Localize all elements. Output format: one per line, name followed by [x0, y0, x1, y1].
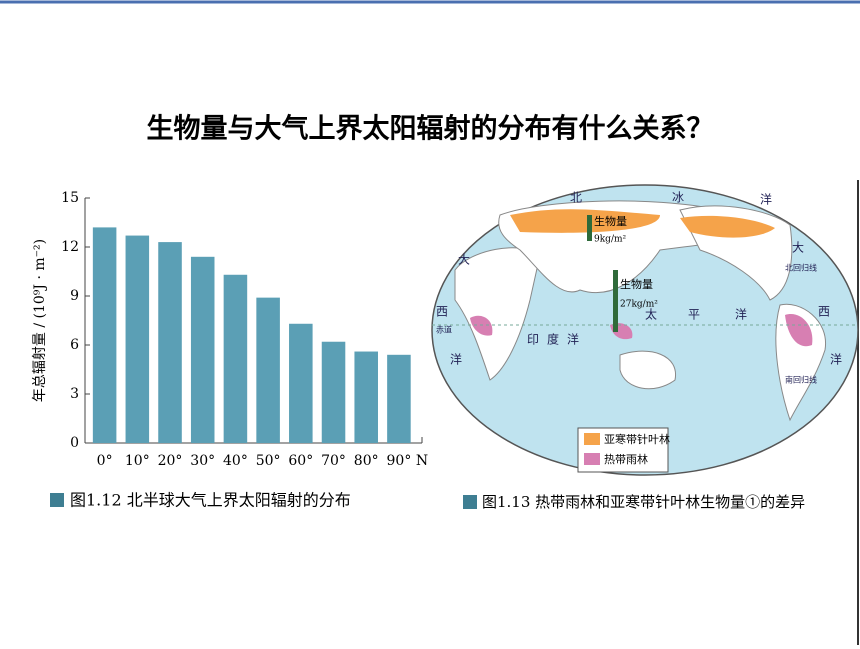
y-tick-label: 12: [61, 239, 79, 255]
biomass-label: 生物量: [620, 277, 653, 291]
line-label: 北回归线: [785, 263, 817, 273]
bar: [256, 297, 280, 443]
world-map: 生物量 9kg/m² 生物量 27kg/m² 北 冰 洋 大 西 洋 印 度 洋…: [431, 184, 859, 511]
line-label: 赤道: [436, 325, 452, 335]
y-axis-label: 年总辐射量 / (10⁹J · m⁻²): [32, 239, 48, 402]
biomass-value: 27kg/m²: [620, 300, 658, 310]
bar: [190, 256, 215, 443]
bar: [92, 227, 117, 443]
land-australia: [619, 350, 676, 390]
ocean-label: 洋: [735, 307, 747, 322]
ocean-label: 西: [436, 305, 448, 319]
ocean-label: 冰: [672, 191, 684, 205]
x-tick-label: 0°: [97, 453, 113, 469]
biomass-bar-taiga: [587, 215, 592, 241]
ocean-label: 大: [792, 241, 804, 255]
taiga-eurasia: [510, 209, 660, 233]
bar-chart: 0 3 6 9 12 15 年总辐射量 / (10⁹J · m⁻²) 0° 10° 20° 30° 4…: [32, 190, 428, 510]
biomass-bar-rainforest: [613, 270, 618, 332]
y-tick-label: 15: [61, 190, 79, 206]
line-label: 南回归线: [785, 375, 817, 385]
y-tick-label: 9: [70, 288, 79, 304]
y-tick-label: 0: [70, 435, 79, 451]
y-tick-label: 6: [70, 337, 79, 353]
bar: [223, 274, 248, 443]
legend-swatch: [584, 453, 600, 465]
bar: [289, 323, 313, 443]
bar: [125, 235, 150, 443]
x-tick-label: 40°: [223, 453, 248, 469]
ocean-label: 印: [527, 333, 539, 347]
legend-label: 热带雨林: [604, 452, 648, 466]
x-tick-label: 20°: [158, 453, 183, 469]
biomass-label: 生物量: [594, 214, 627, 228]
land-africa: [454, 247, 541, 381]
chart-title: 图1.12 北半球大气上界太阳辐射的分布: [70, 491, 351, 510]
ocean-label: 度: [547, 332, 559, 347]
slide-title: 生物量与大气上界太阳辐射的分布有什么关系？: [147, 113, 714, 145]
legend-label: 亚寒带针叶林: [604, 432, 670, 446]
ocean-label: 大: [458, 253, 470, 267]
caption-icon: [463, 495, 477, 509]
rainforest-africa: [470, 315, 493, 336]
ocean-label: 洋: [567, 332, 579, 347]
x-tick-label: 30°: [190, 453, 215, 469]
ocean-label: 西: [818, 305, 830, 319]
ocean-label: 北: [570, 191, 582, 205]
biomass-value: 9kg/m²: [594, 235, 627, 245]
bar: [321, 341, 346, 443]
caption-icon: [50, 493, 64, 507]
bar: [354, 351, 378, 443]
bar: [387, 354, 411, 443]
x-tick-label: 60°: [288, 453, 313, 469]
ocean-label: 太: [645, 307, 657, 322]
rainforest-south-america: [785, 314, 813, 347]
y-tick-label: 3: [70, 386, 79, 402]
ocean-label: 洋: [450, 352, 462, 367]
x-tick-label: 10°: [125, 453, 150, 469]
legend-swatch: [584, 433, 600, 445]
x-tick-label: 50°: [256, 453, 281, 469]
x-tick-label: 80°: [354, 453, 379, 469]
x-tick-label: 70°: [321, 453, 346, 469]
ocean-label: 平: [688, 308, 700, 322]
ocean-label: 洋: [830, 352, 842, 367]
map-caption: 图1.13 热带雨林和亚寒带针叶林生物量①的差异: [482, 493, 805, 511]
x-tick-label: 90°: [387, 453, 412, 469]
taiga-north-america: [680, 215, 775, 238]
ocean-label: 洋: [760, 192, 772, 207]
x-end-label: N: [416, 453, 428, 469]
land-south-america: [775, 303, 826, 422]
bar: [158, 242, 182, 443]
